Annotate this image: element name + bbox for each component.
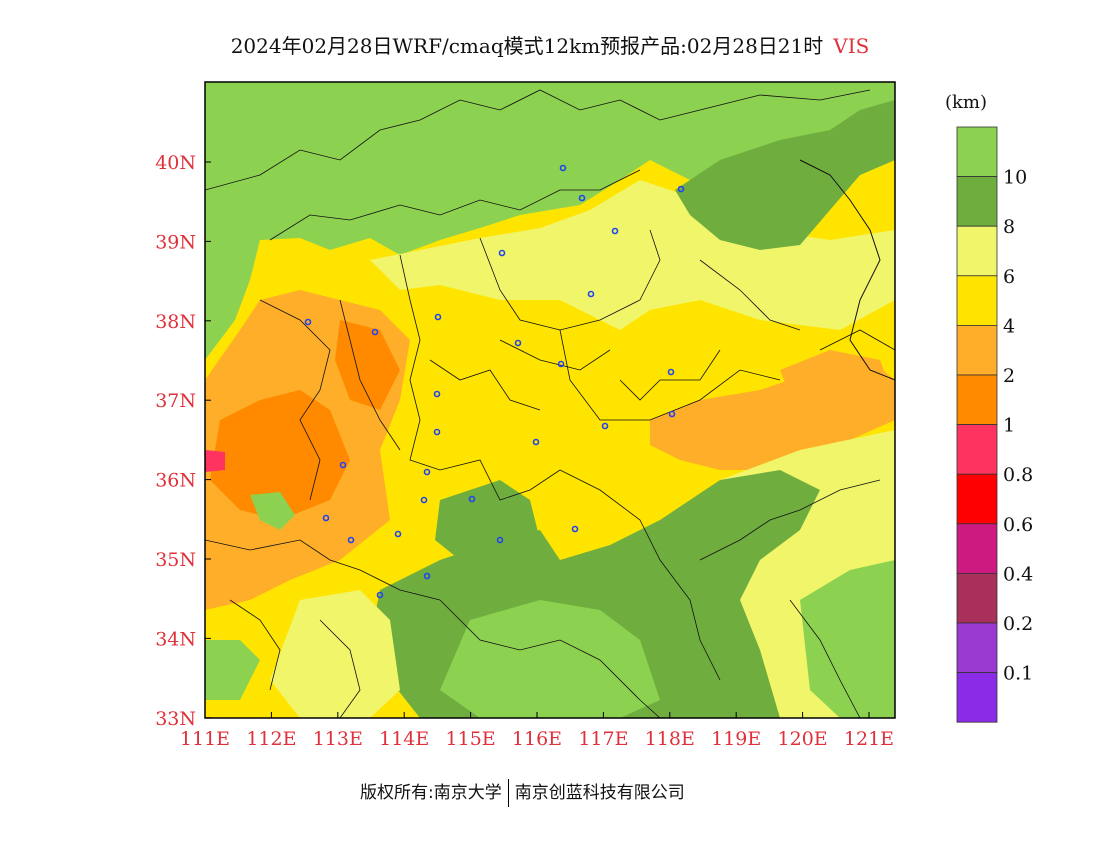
colorbar-label: 0.6	[1003, 514, 1033, 536]
lon-tick-label: 119E	[711, 728, 761, 750]
colorbar-label: 0.2	[1003, 613, 1033, 635]
colorbar-swatch	[956, 672, 998, 723]
colorbar-unit: (km)	[945, 92, 987, 113]
title-main: 2024年02月28日WRF/cmaq模式12km预报产品:02月28日21时	[230, 34, 824, 58]
colorbar-swatch	[956, 275, 998, 326]
colorbar-swatch	[956, 126, 998, 177]
colorbar-swatch	[956, 573, 998, 624]
colorbar-label: 6	[1003, 266, 1015, 288]
colorbar-swatch	[956, 324, 998, 376]
longitude-axis: 111E 112E 113E 114E 115E 116E 117E 118E 119E 120E…	[180, 712, 894, 750]
colorbar-label: 0.8	[1003, 464, 1033, 486]
lat-tick-label: 37N	[155, 390, 196, 412]
lat-tick-label: 35N	[155, 549, 196, 571]
colorbar-swatch	[956, 622, 998, 673]
lat-tick-label: 39N	[155, 231, 196, 253]
lon-tick-label: 115E	[446, 728, 496, 750]
colorbar-swatch	[956, 424, 998, 475]
lat-tick-label: 38N	[155, 311, 196, 333]
page-title: 2024年02月28日WRF/cmaq模式12km预报产品:02月28日21时 V…	[0, 30, 1100, 59]
colorbar-label: 0.4	[1003, 563, 1033, 585]
map-field	[205, 82, 895, 718]
colorbar-label: 2	[1003, 365, 1015, 387]
lat-tick-label: 40N	[155, 152, 196, 174]
copyright-left: 版权所有:南京大学	[360, 783, 502, 803]
title-variable: VIS	[833, 34, 870, 58]
lon-tick-label: 118E	[645, 728, 695, 750]
footer-separator	[507, 779, 509, 807]
city-markers	[304, 164, 685, 599]
colorbar-swatch	[956, 374, 998, 425]
lon-tick-label: 117E	[578, 728, 628, 750]
lon-tick-label: 112E	[246, 728, 296, 750]
lon-tick-label: 114E	[379, 728, 429, 750]
colorbar-swatch	[956, 225, 998, 277]
lon-tick-label: 113E	[313, 728, 363, 750]
copyright-footer: 版权所有:南京大学 南京创蓝科技有限公司	[360, 778, 685, 807]
colorbar-swatch	[956, 176, 998, 227]
colorbar-label: 10	[1003, 167, 1027, 189]
colorbar-label: 1	[1003, 415, 1015, 437]
colorbar-label: 4	[1003, 315, 1015, 337]
colorbar-label: 0.1	[1003, 663, 1033, 685]
colorbar-swatch	[956, 473, 998, 525]
colorbar-label: 8	[1003, 216, 1015, 238]
lon-tick-label: 116E	[512, 728, 562, 750]
latitude-axis: 40N 39N 38N 37N 36N 35N 34N 33N	[155, 152, 211, 730]
lon-tick-label: 120E	[778, 728, 828, 750]
lat-tick-label: 36N	[155, 470, 196, 492]
lon-tick-label: 121E	[844, 728, 894, 750]
colorbar: (km) 10 8 6 4 2 1 0.8 0.6 0.4 0.2 0.1	[945, 92, 1033, 723]
lat-tick-label: 34N	[155, 628, 196, 650]
lat-tick-label: 33N	[155, 708, 196, 730]
lon-tick-label: 111E	[180, 728, 230, 750]
copyright-right: 南京创蓝科技有限公司	[514, 783, 685, 803]
colorbar-swatch	[956, 523, 998, 574]
